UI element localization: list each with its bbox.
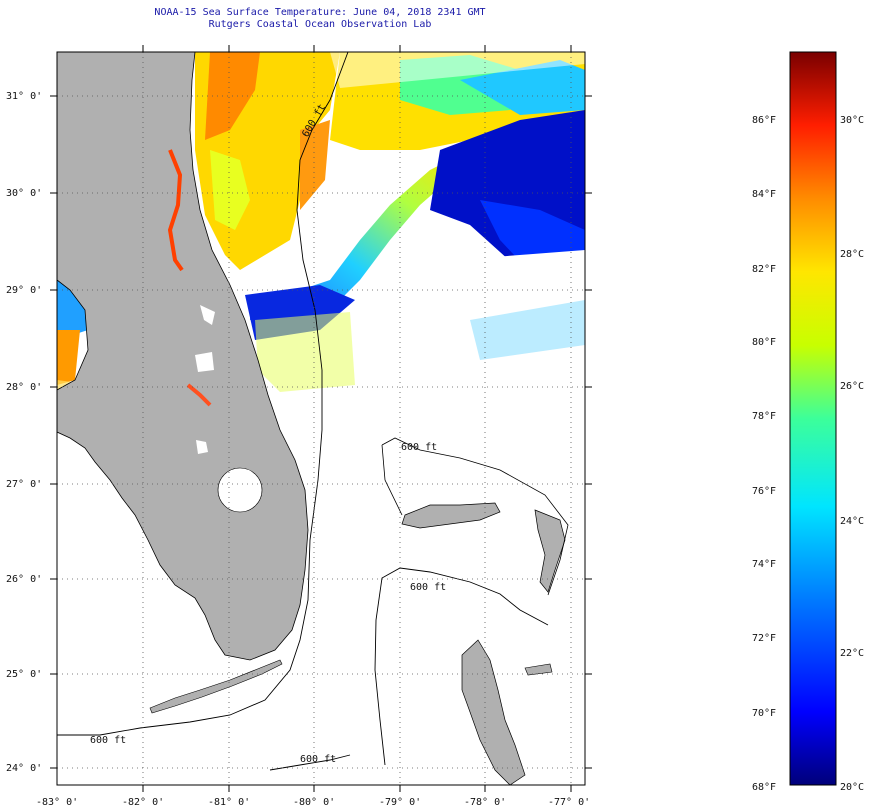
fahrenheit-label: 86°F bbox=[752, 115, 776, 126]
colorbar-fahrenheit-labels: 86°F 84°F 82°F 80°F 78°F 76°F 74°F 72°F … bbox=[752, 115, 776, 793]
fahrenheit-label: 70°F bbox=[752, 708, 776, 719]
celsius-label: 22°C bbox=[840, 648, 864, 659]
lat-label: 25° 0' bbox=[6, 669, 42, 680]
fahrenheit-label: 68°F bbox=[752, 782, 776, 793]
celsius-label: 26°C bbox=[840, 381, 864, 392]
fahrenheit-label: 84°F bbox=[752, 189, 776, 200]
lat-label: 30° 0' bbox=[6, 188, 42, 199]
lon-label: -80° 0' bbox=[293, 797, 335, 808]
lon-label: -79° 0' bbox=[379, 797, 421, 808]
lat-label: 26° 0' bbox=[6, 574, 42, 585]
lon-label: -78° 0' bbox=[464, 797, 506, 808]
map-title: NOAA-15 Sea Surface Temperature: June 04… bbox=[154, 7, 486, 18]
fahrenheit-label: 76°F bbox=[752, 486, 776, 497]
colorbar-celsius-labels: 30°C 28°C 26°C 24°C 22°C 20°C bbox=[840, 115, 864, 793]
map-frame bbox=[56, 51, 586, 786]
lat-label: 28° 0' bbox=[6, 382, 42, 393]
fahrenheit-label: 80°F bbox=[752, 337, 776, 348]
celsius-label: 20°C bbox=[840, 782, 864, 793]
temperature-colorbar bbox=[789, 51, 837, 786]
contour-label: 600 ft bbox=[401, 442, 437, 453]
celsius-label: 30°C bbox=[840, 115, 864, 126]
graticule bbox=[57, 52, 585, 785]
fahrenheit-label: 82°F bbox=[752, 264, 776, 275]
celsius-label: 28°C bbox=[840, 249, 864, 260]
lon-label: -77° 0' bbox=[548, 797, 590, 808]
latitude-labels: 31° 0' 30° 0' 29° 0' 28° 0' 27° 0' 26° 0… bbox=[6, 91, 42, 774]
grand-bahama bbox=[401, 502, 501, 529]
celsius-label: 24°C bbox=[840, 516, 864, 527]
contour-label: 600 ft bbox=[410, 582, 446, 593]
axis-ticks bbox=[50, 45, 592, 792]
andros-island bbox=[461, 639, 526, 785]
abaco bbox=[534, 509, 566, 593]
lake-okeechobee bbox=[217, 467, 263, 513]
contour-label: 600 ft bbox=[300, 754, 336, 765]
lon-label: -81° 0' bbox=[208, 797, 250, 808]
lat-label: 27° 0' bbox=[6, 479, 42, 490]
lat-label: 31° 0' bbox=[6, 91, 42, 102]
fahrenheit-label: 72°F bbox=[752, 633, 776, 644]
fahrenheit-label: 74°F bbox=[752, 559, 776, 570]
contour-label: 600 ft bbox=[90, 735, 126, 746]
map-subtitle: Rutgers Coastal Ocean Observation Lab bbox=[208, 19, 432, 30]
florida-keys bbox=[149, 659, 283, 714]
fahrenheit-label: 78°F bbox=[752, 411, 776, 422]
lon-label: -82° 0' bbox=[122, 797, 164, 808]
lat-label: 29° 0' bbox=[6, 285, 42, 296]
lat-label: 24° 0' bbox=[6, 763, 42, 774]
longitude-labels: -83° 0' -82° 0' -81° 0' -80° 0' -79° 0' … bbox=[36, 797, 590, 808]
lon-label: -83° 0' bbox=[36, 797, 78, 808]
